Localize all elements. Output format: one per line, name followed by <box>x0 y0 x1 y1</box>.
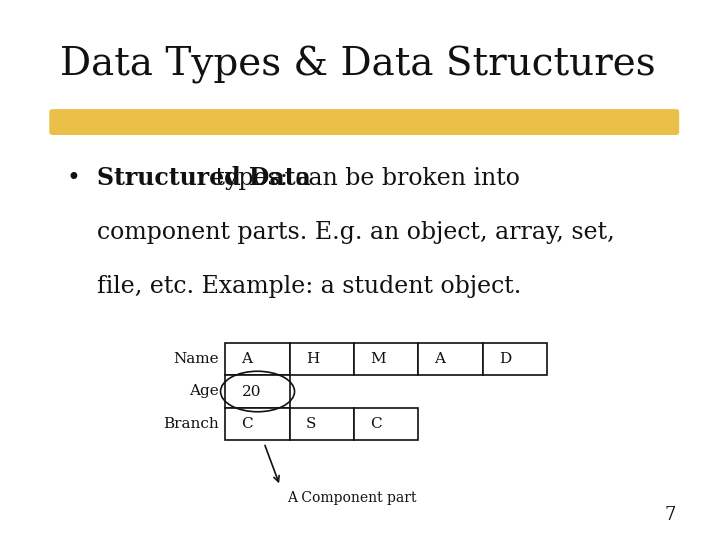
Text: A: A <box>241 352 253 366</box>
Text: 7: 7 <box>665 506 676 524</box>
Text: Branch: Branch <box>163 417 219 431</box>
Bar <box>225 343 289 375</box>
Bar <box>354 343 418 375</box>
Text: types: can be broken into: types: can be broken into <box>209 167 521 190</box>
Text: C: C <box>241 417 253 431</box>
Bar <box>289 343 354 375</box>
Bar <box>225 408 289 440</box>
Text: Name: Name <box>173 352 219 366</box>
Text: A Component part: A Component part <box>287 491 416 505</box>
Text: M: M <box>370 352 386 366</box>
Text: D: D <box>499 352 511 366</box>
Bar <box>482 343 547 375</box>
Bar <box>354 408 418 440</box>
Text: component parts. E.g. an object, array, set,: component parts. E.g. an object, array, … <box>96 221 614 244</box>
Text: Age: Age <box>189 384 219 399</box>
FancyBboxPatch shape <box>49 109 679 135</box>
Text: 20: 20 <box>241 384 261 399</box>
Text: S: S <box>306 417 316 431</box>
Text: C: C <box>370 417 382 431</box>
Text: A: A <box>434 352 446 366</box>
Bar <box>225 375 289 408</box>
Bar <box>289 408 354 440</box>
Text: Data Types & Data Structures: Data Types & Data Structures <box>60 46 655 84</box>
Text: Structured Data: Structured Data <box>96 166 310 190</box>
Text: H: H <box>306 352 319 366</box>
Text: •: • <box>66 167 80 190</box>
Text: file, etc. Example: a student object.: file, etc. Example: a student object. <box>96 275 521 298</box>
Bar <box>418 343 482 375</box>
